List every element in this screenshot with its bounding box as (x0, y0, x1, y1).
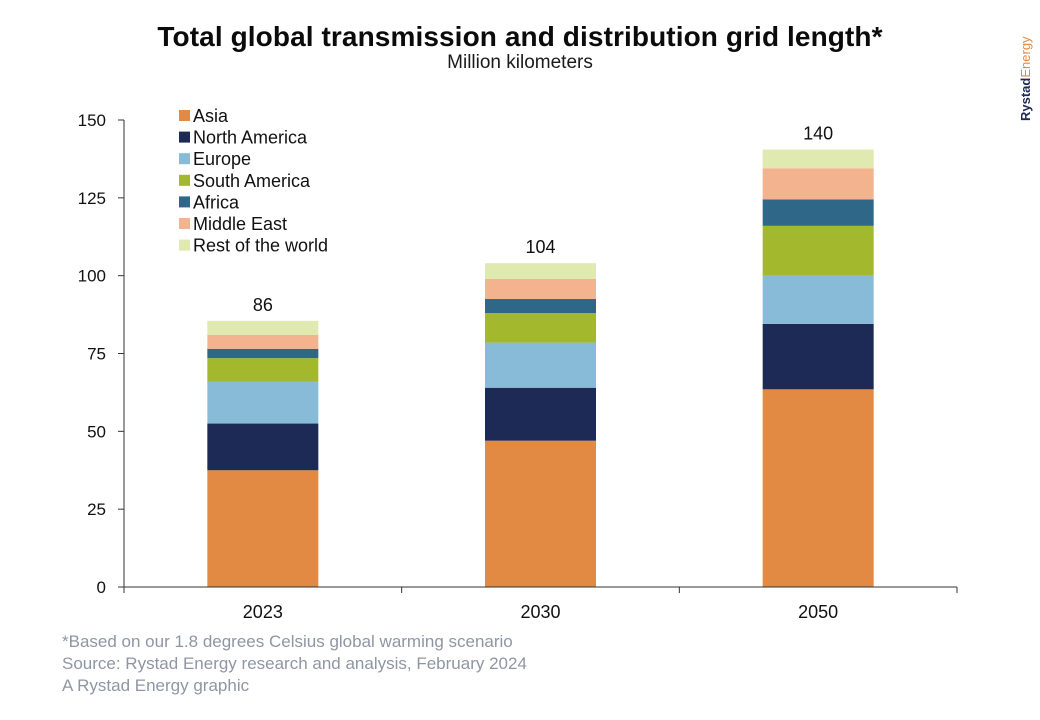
bar-segment-asia (762, 389, 874, 587)
legend-swatch (179, 153, 190, 165)
legend-swatch (179, 196, 190, 208)
y-tick-label: 125 (78, 189, 106, 208)
stacked-bar-chart: 0 25 50 75 100 125 150 86 104 140 2023 2030 2050 A… (78, 106, 958, 622)
svg-text:RystadEnergy: RystadEnergy (1018, 36, 1033, 121)
legend-label: Middle East (193, 214, 287, 234)
bar-segment-middle-east (485, 278, 596, 300)
legend-label: Asia (193, 106, 229, 126)
bar-segment-north-america (207, 423, 319, 471)
bar-stack-2030: 104 (485, 237, 596, 587)
bar-segment-europe (762, 275, 874, 324)
x-tick-label: 2050 (798, 602, 838, 622)
y-tick-label: 25 (87, 500, 106, 519)
bar-segment-south-america (762, 225, 874, 276)
bar-segment-south-america (485, 313, 596, 343)
legend-swatch (179, 131, 190, 143)
y-tick-label: 0 (97, 578, 106, 597)
bar-segment-middle-east (207, 334, 319, 349)
x-tick-label: 2030 (520, 602, 560, 622)
chart-subtitle: Million kilometers (447, 52, 593, 73)
brand-logo-part2: Energy (1018, 36, 1033, 78)
bar-stack-2023: 86 (207, 295, 319, 587)
bar-segment-asia (207, 470, 319, 587)
bar-segment-middle-east (762, 168, 874, 200)
bar-segment-north-america (762, 323, 874, 390)
bar-segment-europe (485, 342, 596, 388)
y-tick-label: 50 (87, 422, 106, 441)
y-tick-label: 75 (87, 345, 106, 364)
x-axis: 2023 2030 2050 (123, 586, 958, 622)
bar-segment-africa (762, 199, 874, 226)
bar-segment-rest-of-the-world (485, 263, 596, 279)
bar-segment-europe (207, 381, 319, 424)
bar-segment-rest-of-the-world (207, 320, 319, 335)
legend-swatch (179, 218, 190, 229)
brand-logo: RystadEnergy (1018, 36, 1033, 121)
bar-segment-south-america (207, 358, 319, 382)
bar-segment-africa (485, 299, 596, 314)
chart-title: Total global transmission and distributi… (157, 21, 883, 52)
y-axis: 0 25 50 75 100 125 150 (78, 111, 125, 597)
source-note: Source: Rystad Energy research and analy… (62, 654, 527, 673)
bar-stack-2050: 140 (762, 124, 874, 587)
x-tick-label: 2023 (243, 602, 283, 622)
bar-segment-asia (485, 440, 596, 587)
bar-segment-north-america (485, 387, 596, 441)
data-label-total: 140 (803, 124, 833, 144)
bar-segment-rest-of-the-world (762, 149, 874, 169)
legend-label: Europe (193, 149, 251, 169)
footer: *Based on our 1.8 degrees Celsius global… (62, 631, 527, 697)
legend-swatch (179, 174, 190, 186)
footnote: *Based on our 1.8 degrees Celsius global… (62, 632, 513, 651)
legend-swatch (179, 110, 190, 121)
bar-segment-africa (207, 348, 319, 359)
legend-swatch (179, 239, 190, 251)
legend-label: Africa (193, 192, 240, 212)
legend-label: Rest of the world (193, 236, 328, 256)
credit-note: A Rystad Energy graphic (62, 676, 250, 695)
data-label-total: 104 (525, 237, 555, 257)
y-tick-label: 100 (78, 267, 106, 286)
data-label-total: 86 (253, 295, 273, 315)
y-tick-label: 150 (78, 111, 106, 130)
legend-label: North America (193, 128, 308, 148)
brand-logo-part1: Rystad (1018, 78, 1033, 121)
legend-label: South America (193, 171, 311, 191)
bar-stack-group: 86 104 140 (207, 124, 874, 587)
